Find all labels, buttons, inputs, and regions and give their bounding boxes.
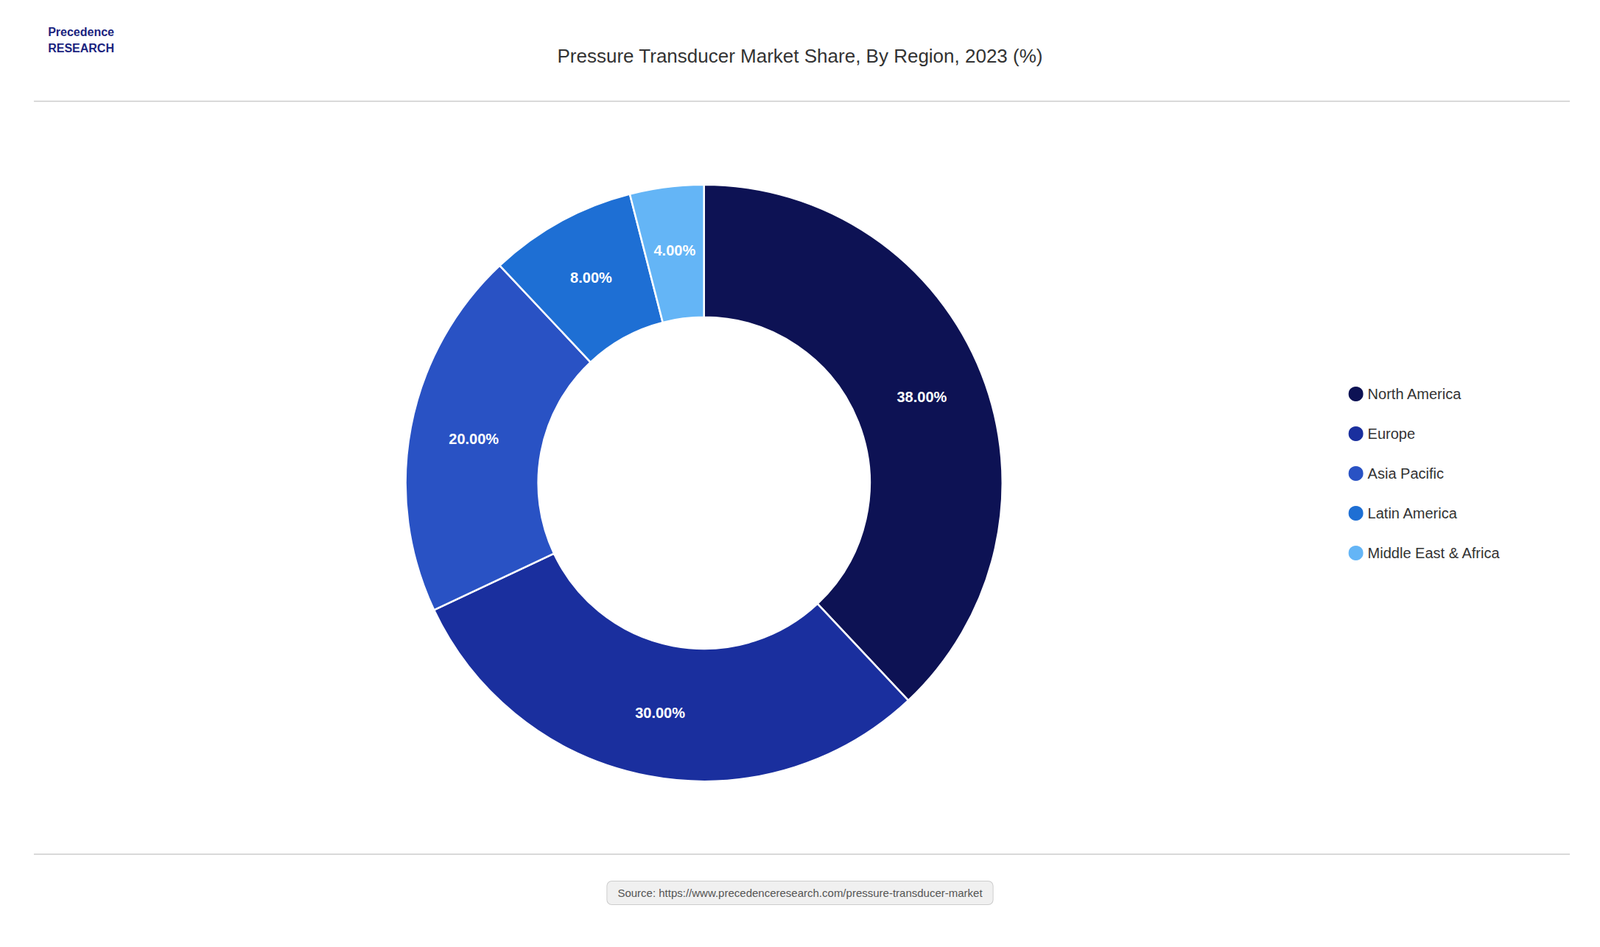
- svg-text:4.00%: 4.00%: [653, 242, 696, 259]
- svg-text:30.00%: 30.00%: [634, 704, 686, 722]
- svg-text:Asia Pacific: Asia Pacific: [1367, 465, 1444, 482]
- svg-text:Latin America: Latin America: [1367, 505, 1458, 522]
- svg-text:Europe: Europe: [1367, 425, 1416, 442]
- svg-text:20.00%: 20.00%: [448, 430, 499, 448]
- svg-text:RESEARCH: RESEARCH: [47, 41, 115, 55]
- svg-text:Source: https://www.precedence: Source: https://www.precedenceresearch.c…: [617, 886, 983, 900]
- svg-text:North America: North America: [1367, 386, 1463, 403]
- svg-text:38.00%: 38.00%: [896, 388, 947, 406]
- svg-text:8.00%: 8.00%: [570, 269, 613, 286]
- svg-text:Middle East & Africa: Middle East & Africa: [1367, 545, 1501, 562]
- svg-text:Pressure Transducer Market Sha: Pressure Transducer Market Share, By Reg…: [557, 44, 1044, 68]
- svg-text:Precedence: Precedence: [47, 25, 115, 39]
